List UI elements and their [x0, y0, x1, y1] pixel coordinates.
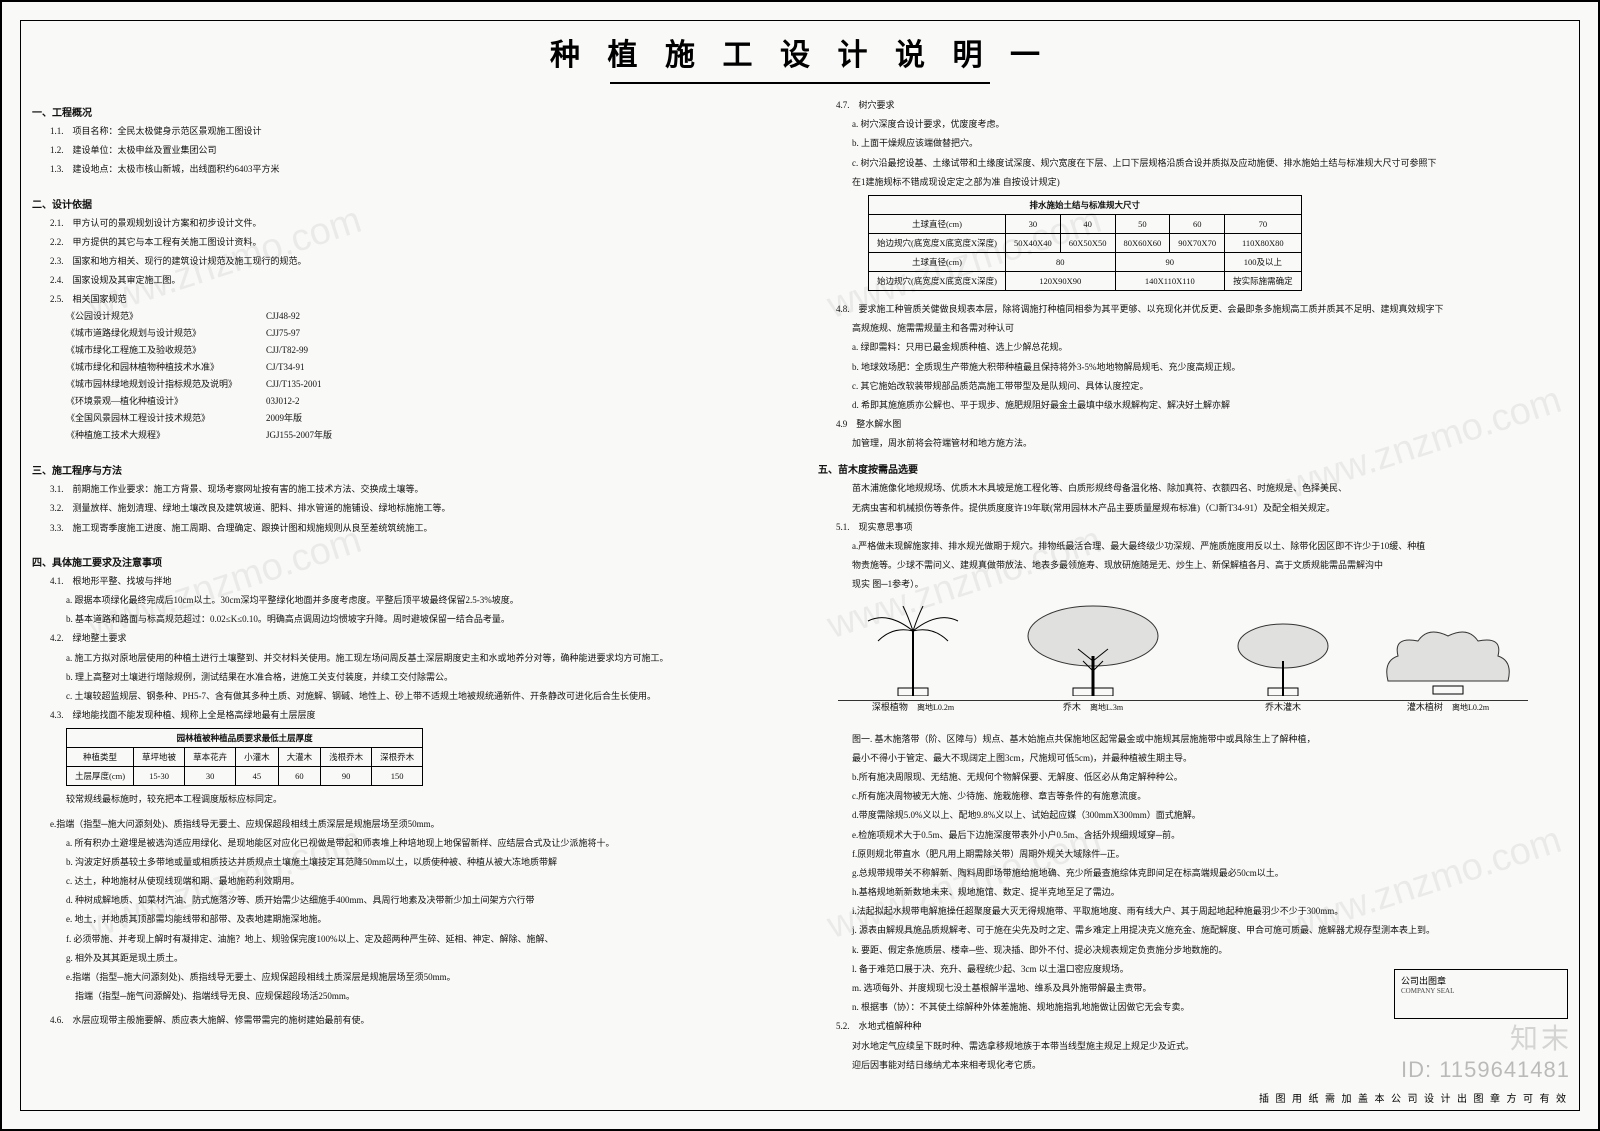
watermark-logo: 知末 [1510, 1017, 1572, 1057]
tree-medium: 乔木灌木 [1218, 611, 1348, 713]
watermark-id: ID: 1159641481 [1401, 1057, 1570, 1083]
footer-note: 插 图 用 纸 需 加 盖 本 公 司 设 计 出 图 章 方 可 有 效 [1259, 1090, 1568, 1105]
tree-shrub: 灌木植树 离地L0.2m [1378, 621, 1518, 713]
palm-icon [848, 606, 978, 696]
tree-dim: 离地L0.2m [1452, 703, 1489, 712]
company-seal-box: 公司出图章 COMPANY SEAL [1394, 969, 1568, 1019]
tree-dim: 离地L0.2m [917, 703, 954, 712]
tree-large: 乔木 离地L.3m [1008, 601, 1178, 713]
shrub-icon [1378, 621, 1518, 696]
planting-diagram: 深根植物 离地L0.2m 乔木 离地L.3m [838, 603, 1528, 723]
inner-border [20, 20, 1580, 1111]
tree-label: 深根植物 [872, 702, 908, 712]
tree-palm: 深根植物 离地L0.2m [848, 606, 978, 713]
seal-title-en: COMPANY SEAL [1401, 987, 1561, 995]
seal-title-zh: 公司出图章 [1401, 974, 1561, 987]
tree-label: 乔木灌木 [1265, 702, 1301, 712]
drawing-sheet: www.znzmo.com www.znzmo.com www.znzmo.co… [0, 0, 1600, 1131]
tree-label: 乔木 [1063, 702, 1081, 712]
tree-icon [1218, 611, 1348, 696]
tree-icon [1008, 601, 1178, 696]
tree-dim: 离地L.3m [1090, 703, 1123, 712]
tree-label: 灌木植树 [1407, 702, 1443, 712]
